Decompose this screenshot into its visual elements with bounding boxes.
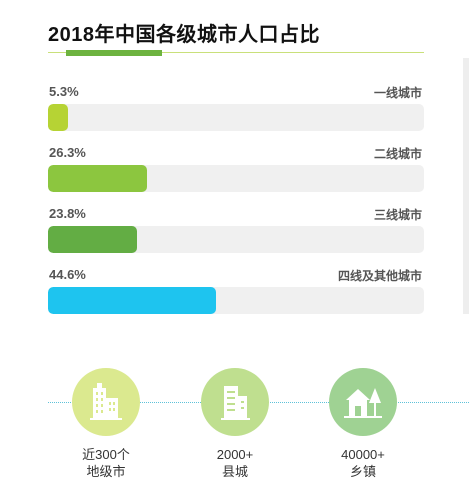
bar-row: 5.3% 一线城市: [48, 84, 424, 134]
bar-value-label: 26.3%: [49, 145, 86, 160]
bar-category-label: 三线城市: [373, 208, 422, 222]
stat-county-towns: 2000+ 县城: [185, 368, 285, 480]
stat-icon-circle: [329, 368, 397, 436]
bar-value-label: 5.3%: [49, 84, 79, 99]
scrollbar-track[interactable]: [463, 58, 469, 314]
bar-row: 44.6% 四线及其他城市: [48, 267, 424, 317]
stat-towns: 40000+ 乡镇: [313, 368, 413, 480]
bar: [48, 226, 137, 253]
building-icon: [221, 386, 250, 420]
bar-track: [48, 226, 424, 253]
bar-value-label: 44.6%: [49, 267, 86, 282]
stat-number: 近300个: [82, 447, 130, 462]
stat-prefecture-cities: 近300个 地级市: [56, 368, 156, 480]
house-tree-icon: [344, 388, 382, 418]
stat-icon-circle: [72, 368, 140, 436]
title-divider: [48, 52, 424, 53]
bar-track: [48, 165, 424, 192]
stat-number: 40000+: [341, 447, 385, 462]
stat-unit: 县城: [221, 464, 248, 479]
bar-track: [48, 287, 424, 314]
bar: [48, 104, 68, 131]
bar-category-label: 四线及其他城市: [337, 269, 422, 283]
bar-category-label: 二线城市: [373, 147, 422, 161]
stat-unit: 乡镇: [349, 464, 376, 479]
bar-track: [48, 104, 424, 131]
title-accent-bar: [66, 50, 162, 56]
office-building-icon: [90, 383, 122, 420]
stat-unit: 地级市: [86, 464, 126, 479]
stat-icon-circle: [201, 368, 269, 436]
bar: [48, 165, 147, 192]
bar-row: 26.3% 二线城市: [48, 145, 424, 195]
chart-title: 2018年中国各级城市人口占比: [48, 24, 320, 46]
bar-category-label: 一线城市: [373, 86, 422, 100]
bar-row: 23.8% 三线城市: [48, 206, 424, 256]
bar: [48, 287, 216, 314]
bar-value-label: 23.8%: [49, 206, 86, 221]
stat-number: 2000+: [216, 447, 254, 462]
